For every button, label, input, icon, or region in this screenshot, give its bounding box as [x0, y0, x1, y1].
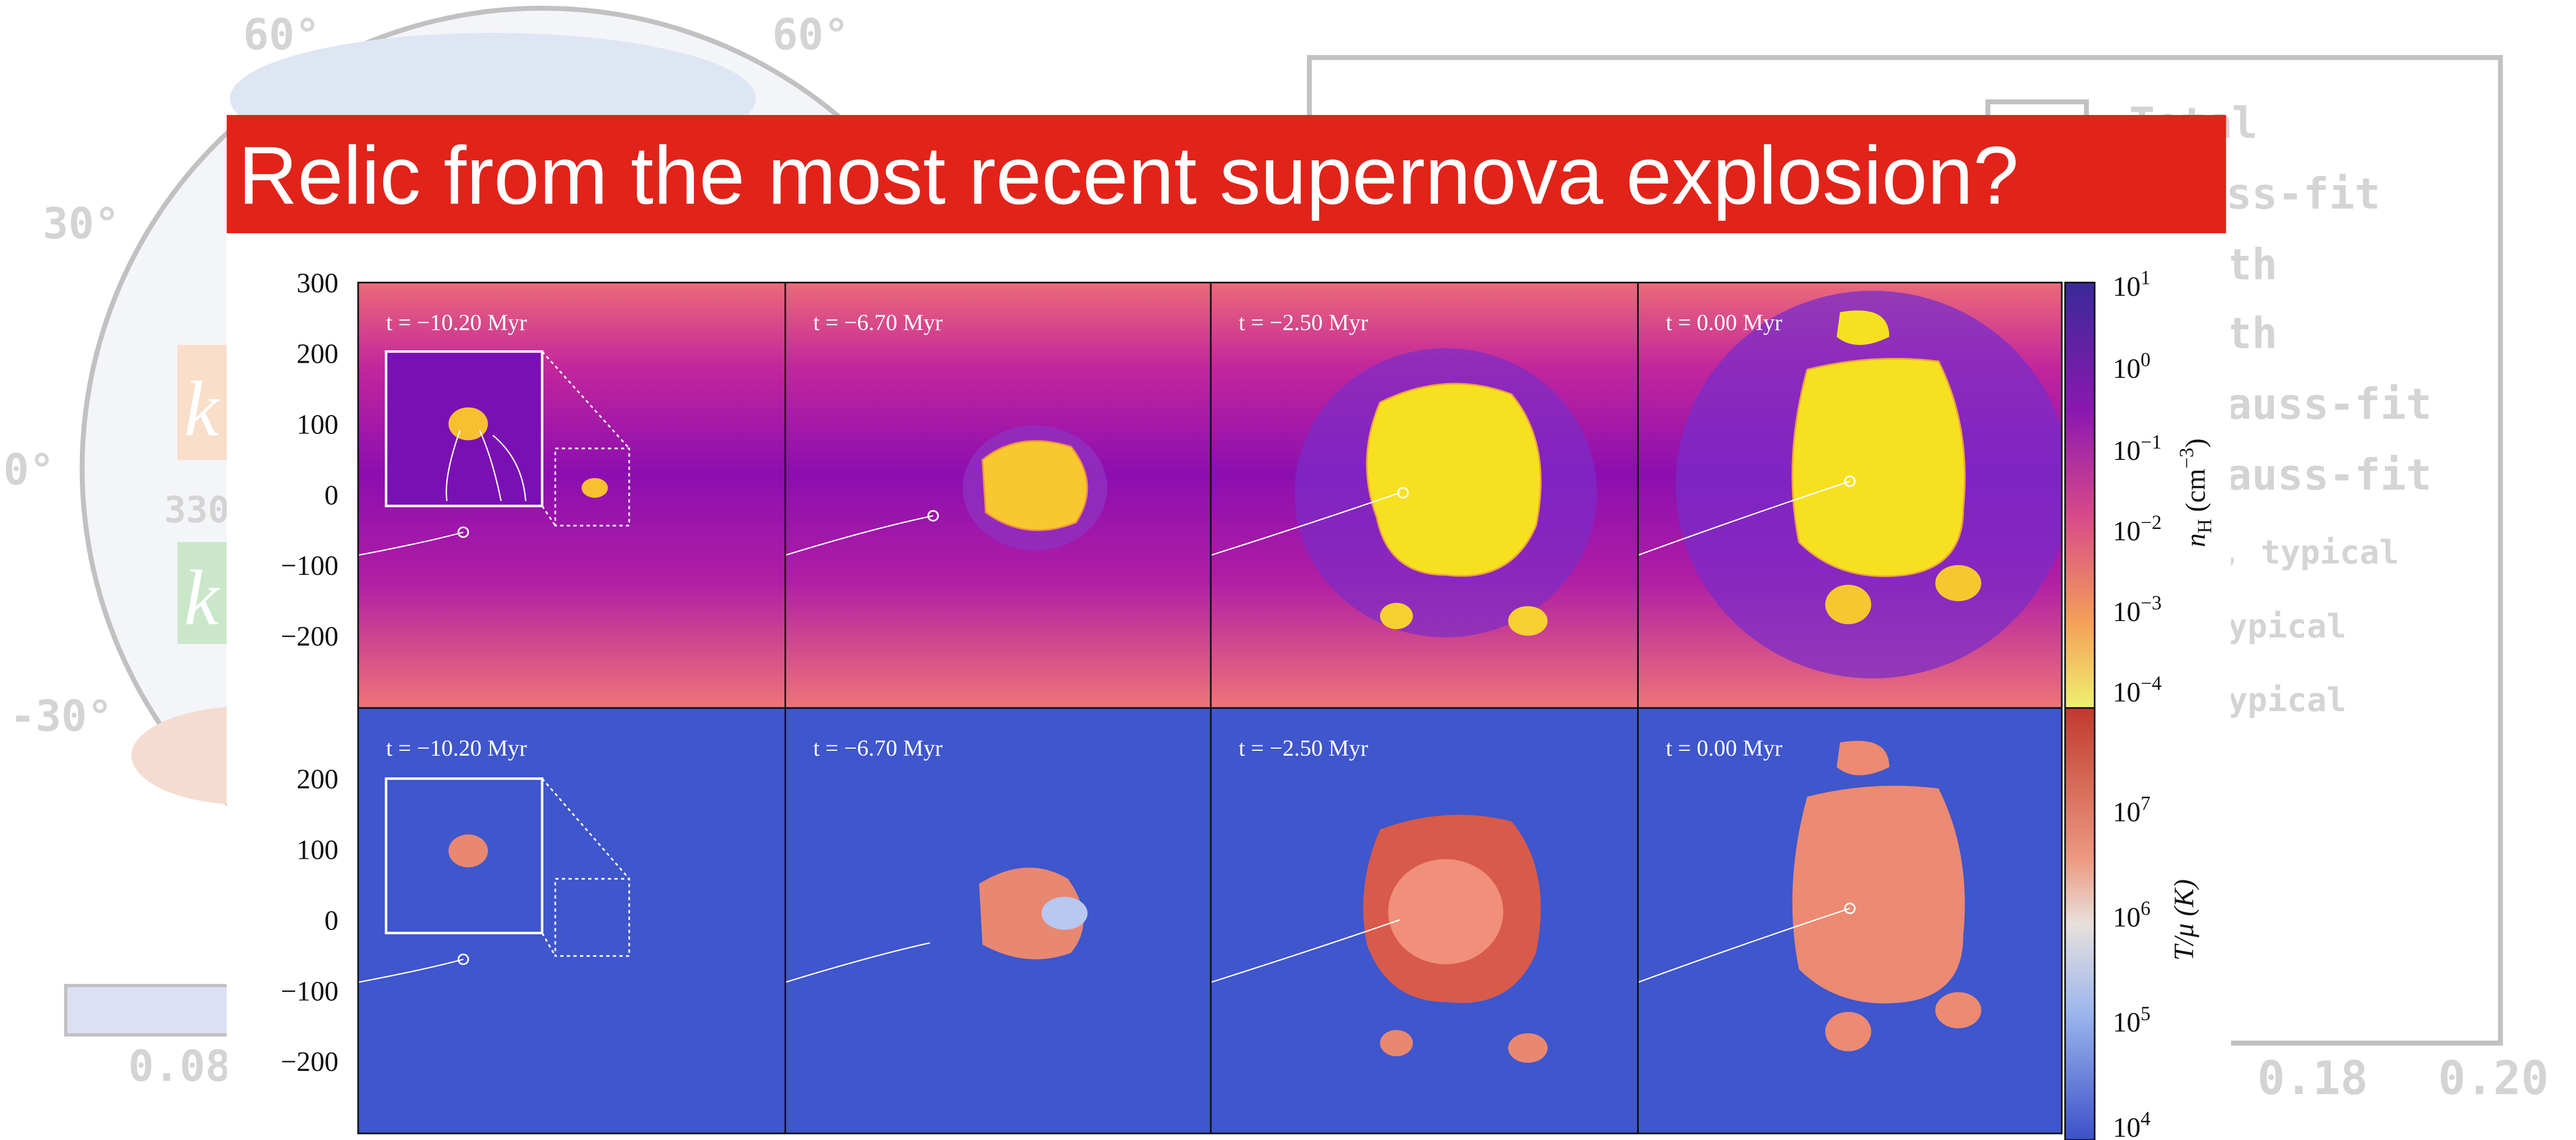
colorbar-tick-label: 101	[2112, 266, 2150, 302]
label-close: )	[2180, 438, 2211, 447]
panel-label: t = 0.00 Myr	[1666, 310, 1782, 336]
bg-legend-entry: auss-fit	[2226, 450, 2431, 500]
tick-exponent: −4	[2141, 672, 2162, 694]
panel-label: t = −10.20 Myr	[386, 736, 527, 761]
y-tick-label: 300	[297, 268, 339, 299]
density-panel-2	[785, 425, 1108, 556]
lat-label: 0°	[3, 445, 54, 495]
tick-base: 10	[2112, 1007, 2141, 1038]
bg-legend-entry: th	[2226, 309, 2277, 358]
tick-exponent: −3	[2141, 592, 2162, 614]
k-box	[177, 345, 230, 460]
y-tick-label: 0	[324, 480, 338, 511]
tick-exponent: −2	[2141, 511, 2162, 533]
panel-label: t = −6.70 Myr	[813, 310, 943, 336]
colorbar-label: T/μ (K)	[2169, 879, 2200, 961]
k-label: k	[184, 554, 220, 641]
label-subscript: H	[2193, 519, 2216, 533]
lat-label: -30°	[10, 691, 113, 741]
bg-colorbar-tick: 0.08	[128, 1041, 231, 1091]
bg-legend-entry: ypical	[2228, 681, 2347, 720]
lat-label: 60°	[772, 10, 849, 59]
tick-base: 10	[2112, 902, 2141, 933]
tick-exponent: 6	[2141, 897, 2150, 919]
slide-title: Relic from the most recent supernova exp…	[238, 130, 2019, 221]
tick-exponent: 1	[2141, 266, 2150, 288]
bg-legend-entry: auss-fit	[2226, 379, 2431, 429]
k-box	[177, 542, 230, 644]
bg-legend-entry: ypical	[2228, 607, 2347, 646]
colorbar-tick-label: 10−1	[2112, 431, 2162, 466]
tick-base: 10	[2112, 436, 2141, 466]
label-unit: (cm	[2180, 469, 2211, 519]
label-symbol: n	[2180, 533, 2211, 547]
colorbar-tick-label: 104	[2112, 1108, 2150, 1140]
y-tick-label: 0	[324, 905, 338, 936]
panel-label: t = −2.50 Myr	[1239, 736, 1368, 761]
density-panel-4	[1638, 290, 2062, 678]
colorbar-tick-label: 100	[2112, 349, 2150, 384]
tick-base: 10	[2112, 596, 2141, 627]
y-tick-label: −100	[281, 976, 338, 1007]
sky-center-label: 330	[164, 489, 229, 531]
label-exponent: −3	[2176, 447, 2198, 469]
panel-label: t = 0.00 Myr	[1666, 736, 1782, 761]
tick-exponent: 7	[2141, 792, 2150, 814]
colorbar-tick-label: 10−2	[2112, 511, 2162, 547]
temperature-colorbar	[2064, 707, 2096, 1140]
y-tick-label: 200	[297, 339, 339, 370]
colorbar-tick-label: 105	[2112, 1002, 2150, 1038]
tick-base: 10	[2112, 516, 2141, 547]
tick-base: 10	[2112, 354, 2141, 384]
tick-base: 10	[2112, 272, 2141, 302]
bg-colorbar	[64, 983, 232, 1037]
bg-x-tick: 0.18	[2257, 1052, 2368, 1105]
tick-exponent: −1	[2141, 431, 2162, 453]
density-colorbar	[2064, 281, 2096, 709]
colorbar-tick-label: 10−3	[2112, 592, 2162, 627]
temperature-panel-1	[358, 777, 630, 983]
tick-exponent: 4	[2141, 1108, 2150, 1130]
temperature-panel-2	[785, 867, 1088, 983]
y-tick-label: 100	[297, 409, 339, 440]
colorbar-tick-label: 10−4	[2112, 672, 2162, 708]
panel-label: t = −2.50 Myr	[1239, 310, 1368, 336]
tick-exponent: 5	[2141, 1002, 2150, 1024]
y-tick-label: 200	[297, 764, 339, 795]
label-text: T/μ (K)	[2169, 879, 2200, 961]
tick-exponent: 0	[2141, 349, 2150, 371]
tick-base: 10	[2112, 797, 2141, 828]
colorbar-label: nH (cm−3)	[2176, 438, 2216, 547]
temperature-panel-4	[1638, 741, 1981, 1051]
colorbar-tick-label: 106	[2112, 897, 2150, 933]
bg-legend-entry: th	[2226, 240, 2277, 289]
panel-label: t = −10.20 Myr	[386, 310, 527, 336]
density-panel-1	[358, 350, 630, 556]
y-tick-label: −100	[281, 551, 338, 581]
panel-label: t = −6.70 Myr	[813, 736, 943, 761]
tick-base: 10	[2112, 677, 2141, 708]
title-banner	[227, 115, 2226, 234]
k-label: k	[184, 365, 220, 452]
density-panel-3	[1210, 348, 1597, 637]
lat-label: 60°	[243, 10, 321, 59]
bg-legend-entry: ss-fit	[2226, 169, 2380, 219]
y-tick-label: −200	[281, 621, 338, 652]
panel-frames	[357, 281, 2063, 1135]
colorbar-tick-label: 107	[2112, 792, 2150, 827]
y-tick-label: 100	[297, 835, 339, 866]
y-tick-label: −200	[281, 1047, 338, 1077]
temperature-panel-3	[1210, 815, 1548, 1063]
bg-legend-entry: , typical	[2221, 533, 2399, 572]
density-row	[358, 282, 2062, 708]
tick-base: 10	[2112, 1112, 2141, 1140]
bg-x-tick: 0.20	[2438, 1052, 2548, 1105]
lat-label: 30°	[43, 199, 120, 248]
